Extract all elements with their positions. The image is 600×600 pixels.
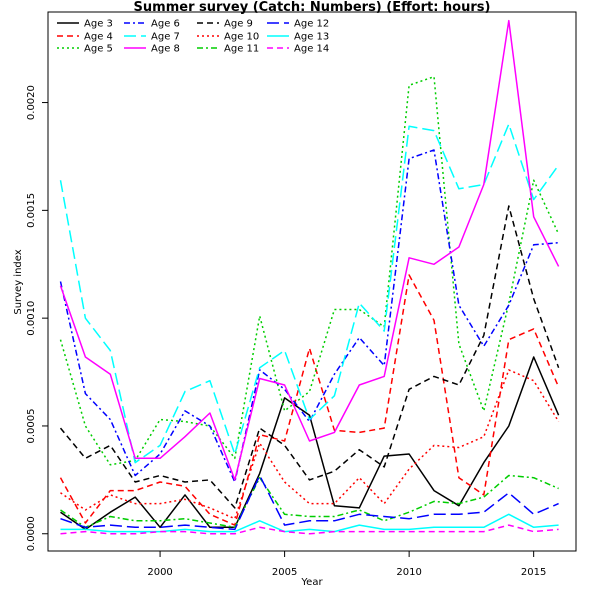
x-tick-label: 2005 [272, 567, 297, 578]
y-tick-label: 0.0000 [26, 516, 37, 551]
legend-label: Age 12 [294, 19, 329, 30]
legend-label: Age 3 [84, 19, 113, 30]
legend-label: Age 9 [224, 19, 253, 30]
x-tick-label: 2000 [147, 567, 172, 578]
legend-label: Age 7 [151, 32, 180, 43]
y-tick-label: 0.0020 [26, 85, 37, 120]
legend-label: Age 6 [151, 19, 180, 30]
legend-label: Age 13 [294, 32, 329, 43]
series-line-age-3 [60, 356, 560, 531]
legend-label: Age 8 [151, 44, 180, 55]
legend-label: Age 10 [224, 32, 259, 43]
y-axis: 0.0000 0.0005 0.0010 0.0015 0.0020 [26, 85, 48, 551]
legend-label: Age 5 [84, 44, 113, 55]
series-line-age-12 [60, 474, 559, 531]
y-tick-label: 0.0010 [26, 301, 37, 336]
series-layer [59, 19, 560, 535]
legend-label: Age 4 [84, 32, 113, 43]
y-tick-label: 0.0005 [26, 409, 37, 444]
x-tick-label: 2015 [521, 567, 546, 578]
series-line-age-5 [59, 75, 560, 466]
series-line-age-13 [60, 513, 559, 533]
x-tick-label: 2010 [396, 567, 421, 578]
series-line-age-6 [59, 149, 559, 483]
series-line-age-4 [59, 274, 560, 526]
y-axis-title: Survey index [13, 249, 24, 314]
legend-label: Age 14 [294, 44, 329, 55]
series-line-age-14 [60, 524, 559, 535]
y-tick-label: 0.0015 [26, 193, 37, 228]
series-line-age-11 [60, 474, 559, 529]
legend-label: Age 11 [224, 44, 259, 55]
x-axis-title: Year [300, 577, 323, 588]
series-line-age-8 [59, 19, 560, 481]
x-axis: 2000 2005 2010 2015 [147, 551, 546, 578]
series-line-age-7 [59, 123, 560, 464]
series-line-age-9 [59, 205, 560, 509]
chart-title: Summer survey (Catch: Numbers) (Effort: … [134, 0, 491, 15]
plot-frame [47, 11, 577, 552]
